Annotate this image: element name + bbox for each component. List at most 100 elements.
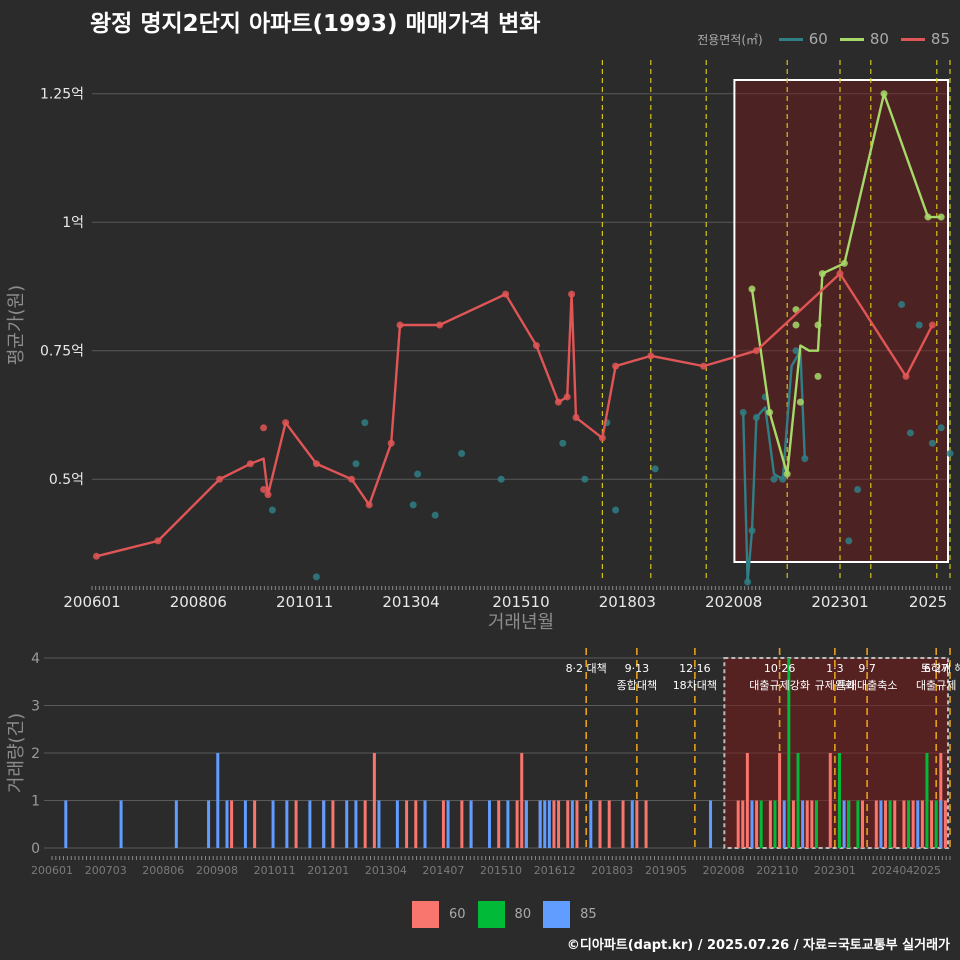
price-x-tick-label: 202301 (811, 593, 868, 611)
volume-bar-60 (294, 800, 298, 848)
volume-bar-60 (621, 800, 625, 848)
price-point-60 (581, 475, 589, 483)
price-x-tick-label: 2025 (909, 593, 947, 611)
price-point-60 (854, 485, 862, 493)
volume-x-tick-label: 200601 (31, 864, 73, 877)
volume-bar-60 (635, 800, 639, 848)
legend-top-title: 전용면적(㎡) (697, 32, 763, 47)
price-point-60 (458, 450, 466, 457)
price-point-60 (792, 347, 800, 355)
price-point-60 (312, 573, 320, 581)
policy-annotation-label: 특례대출축소 (837, 679, 898, 692)
volume-bar-60 (884, 800, 888, 848)
volume-bar-80 (837, 753, 841, 848)
legend-top-label-85: 85 (930, 30, 950, 48)
volume-bar-60 (441, 800, 445, 848)
price-point-60 (946, 450, 954, 457)
volume-bar-80 (934, 800, 938, 848)
volume-bar-85 (469, 800, 473, 848)
volume-x-tick-label: 201803 (591, 864, 633, 877)
volume-bar-60 (755, 800, 759, 848)
price-y-tick-label: 0.75억 (40, 344, 84, 360)
volume-bar-chart: 0 1 2 3 4 8·2 대책 9·13 종합대책 12·16 18차대책 10·26 대출규제강화… (6, 648, 960, 877)
volume-bar-60 (566, 800, 570, 848)
volume-bar-80 (773, 800, 777, 848)
volume-y-tick-label: 3 (31, 699, 40, 715)
price-point-60 (915, 321, 923, 329)
volume-bar-85 (243, 800, 247, 848)
volume-bar-60 (911, 800, 915, 848)
volume-bar-85 (506, 800, 510, 848)
price-series-line-80 (750, 92, 942, 476)
volume-bar-60 (810, 800, 814, 848)
price-x-axis-title: 거래년월 (488, 612, 554, 633)
legend-top-swatch-60 (778, 37, 803, 41)
volume-x-tick-label: 202008 (703, 864, 745, 877)
price-x-tick-label: 200601 (63, 593, 120, 611)
legend-top-swatch-85 (900, 37, 925, 41)
legend-bottom-item-60: 60 (412, 901, 466, 928)
volume-bar-85 (538, 800, 542, 848)
volume-bar-60 (557, 800, 561, 848)
volume-y-tick-label: 0 (31, 841, 40, 857)
volume-x-tick-label: 202301 (814, 864, 856, 877)
policy-annotation-label: 6·27 (924, 662, 949, 675)
price-point-60 (414, 470, 422, 478)
price-point-60 (612, 506, 620, 514)
volume-bar-85 (879, 800, 883, 848)
policy-annotation-label: 종합대책 (617, 679, 657, 692)
volume-y-axis-title: 거래량(건) (6, 713, 27, 793)
volume-bar-85 (842, 800, 846, 848)
volume-bar-85 (446, 800, 450, 848)
volume-bar-60 (644, 800, 648, 848)
volume-bar-60 (861, 800, 865, 848)
credit-text: ©디아파트(dapt.kr) / 2025.07.26 / 자료=국토교통부 실… (566, 938, 950, 953)
volume-x-tick-label: 2025 (913, 864, 941, 877)
volume-x-tick-label: 201011 (254, 864, 296, 877)
price-point-80 (792, 321, 800, 329)
price-point-60 (409, 501, 417, 509)
chart-title: 왕정 명지2단지 아파트(1993) 매매가격 변화 (90, 11, 541, 37)
volume-bar-60 (828, 753, 832, 848)
volume-bar-60 (893, 800, 897, 848)
volume-bar-85 (487, 800, 491, 848)
volume-x-tick-label: 201510 (480, 864, 522, 877)
volume-bar-85 (308, 800, 312, 848)
volume-x-tick-label: 201905 (645, 864, 687, 877)
legend-bottom-item-80: 80 (477, 901, 531, 928)
volume-bar-85 (630, 800, 634, 848)
volume-bar-85 (589, 800, 593, 848)
volume-x-tick-label: 200908 (196, 864, 238, 877)
volume-x-tick-label: 201201 (307, 864, 349, 877)
volume-bar-60 (874, 800, 878, 848)
volume-bar-80 (796, 753, 800, 848)
legend-bottom-swatch-85 (543, 901, 571, 928)
price-x-tick-label: 201803 (599, 593, 656, 611)
volume-bar-60 (515, 800, 519, 848)
price-point-85 (260, 424, 268, 432)
volume-bar-60 (791, 800, 795, 848)
price-y-tick-label: 1억 (62, 215, 84, 231)
volume-bar-80 (787, 658, 791, 848)
legend-bottom-swatch-60 (412, 901, 439, 928)
volume-y-tick-label: 4 (31, 651, 40, 667)
volume-bar-60 (778, 753, 782, 848)
price-point-60 (906, 429, 914, 437)
volume-bar-60 (414, 800, 418, 848)
volume-x-tick-label: 201304 (365, 864, 407, 877)
volume-bar-60 (575, 800, 579, 848)
price-x-tick-label: 200806 (170, 593, 227, 611)
policy-annotation-label: 10·26 (764, 662, 796, 675)
volume-bar-85 (939, 800, 943, 848)
price-point-60 (352, 460, 360, 468)
volume-bar-60 (943, 800, 947, 848)
volume-bar-85 (271, 800, 275, 848)
volume-x-tick-label: 202404 (871, 864, 913, 877)
volume-bar-85 (395, 800, 399, 848)
volume-bar-60 (598, 800, 602, 848)
volume-bar-60 (372, 753, 376, 848)
volume-bar-85 (916, 800, 920, 848)
volume-bar-80 (856, 800, 860, 848)
volume-bar-85 (285, 800, 289, 848)
legend-top-label-80: 80 (869, 30, 889, 48)
